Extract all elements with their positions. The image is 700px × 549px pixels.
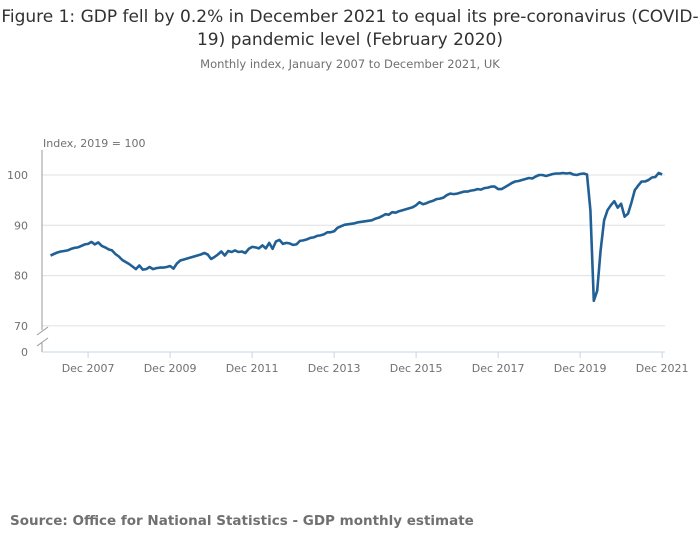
x-tick-label: Dec 2011 [226,362,279,375]
x-tick-label: Dec 2017 [472,362,525,375]
x-tick-label: Dec 2013 [308,362,361,375]
x-tick-label: Dec 2021 [636,362,689,375]
source-note: Source: Office for National Statistics -… [10,513,474,529]
x-tick-label: Dec 2019 [554,362,607,375]
y-axis-label: Index, 2019 = 100 [43,137,145,150]
y-tick-label: 90 [14,219,28,232]
y-tick-label: 0 [21,346,28,359]
chart-title: Figure 1: GDP fell by 0.2% in December 2… [1,7,699,50]
x-tick-label: Dec 2015 [390,362,443,375]
y-tick-label: 70 [14,320,28,333]
y-tick-label: 80 [14,270,28,283]
axis-break-icon [36,326,49,347]
x-tick-label: Dec 2007 [62,362,115,375]
gdp-series-line [49,171,663,303]
y-tick-label: 100 [7,169,28,182]
chart-subtitle: Monthly index, January 2007 to December … [200,57,500,71]
x-tick-label: Dec 2009 [144,362,197,375]
